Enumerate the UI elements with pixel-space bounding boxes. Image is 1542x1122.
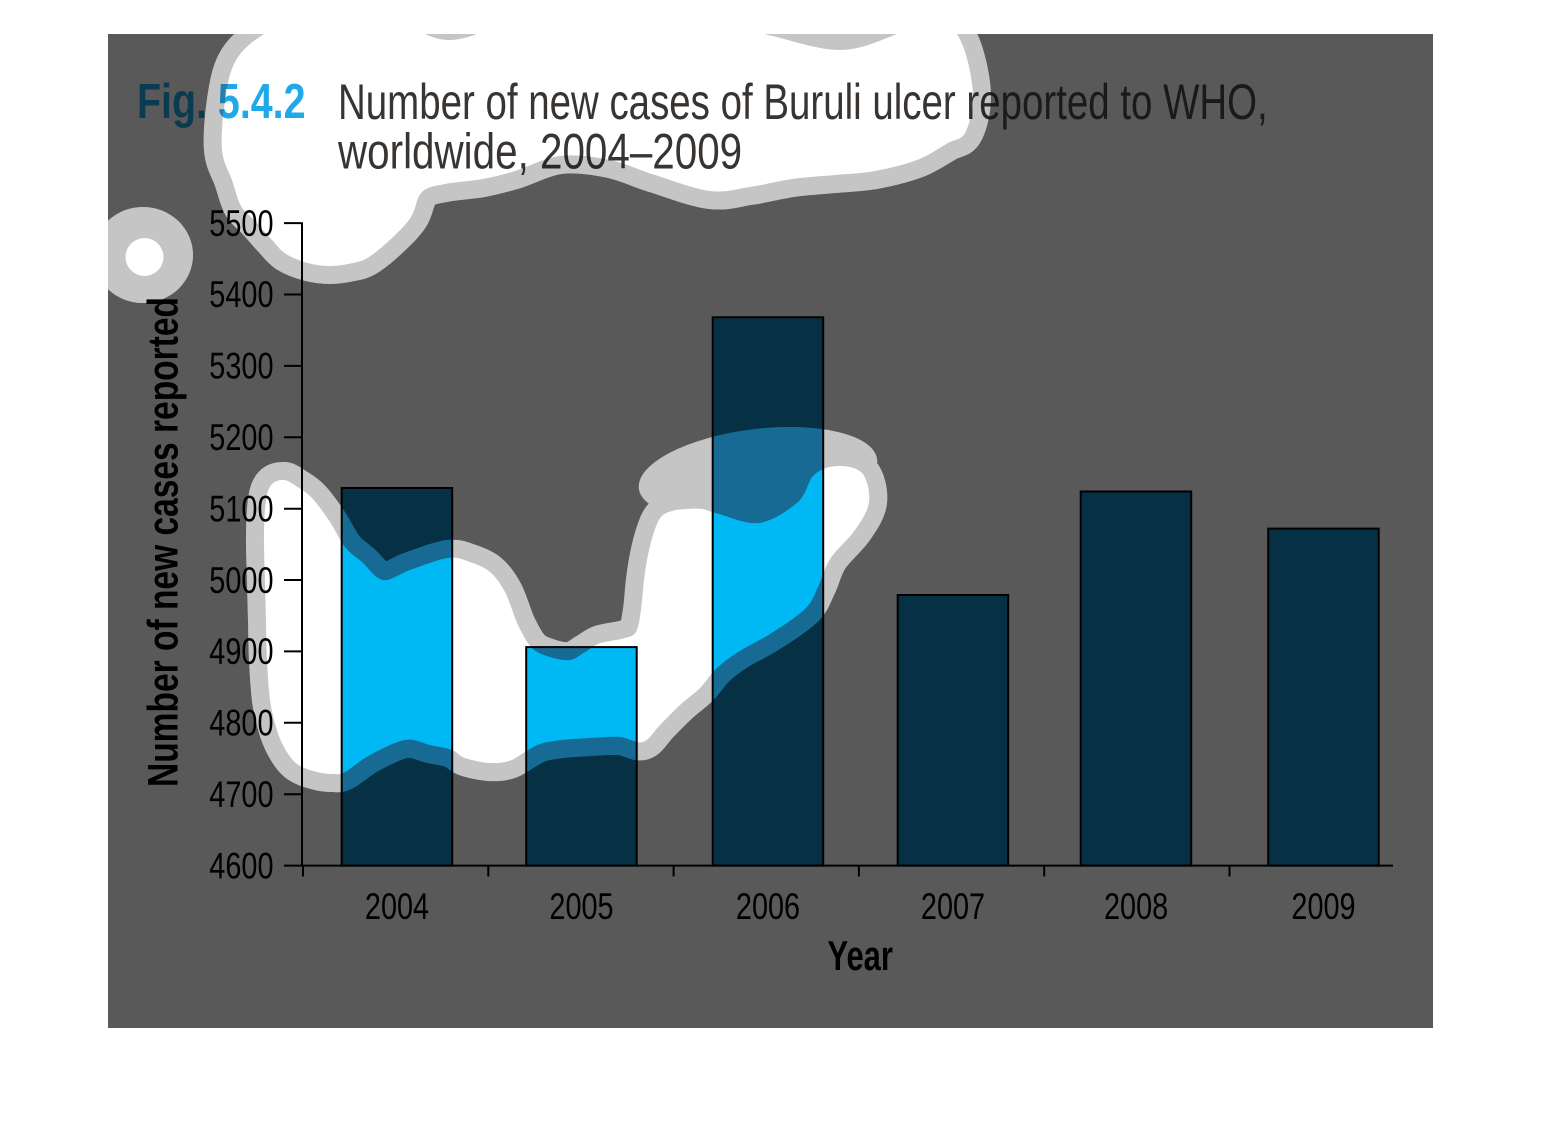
svg-text:Fig. 5.4.2: Fig. 5.4.2 [137,75,306,129]
svg-text:2005: 2005 [549,887,613,928]
svg-text:worldwide, 2004–2009: worldwide, 2004–2009 [337,123,742,179]
svg-text:4800: 4800 [209,703,273,744]
svg-text:4900: 4900 [209,632,273,673]
svg-text:5100: 5100 [209,489,273,530]
svg-text:Number of new cases reported: Number of new cases reported [140,297,188,787]
svg-text:5200: 5200 [209,418,273,459]
svg-text:5000: 5000 [209,560,273,601]
svg-text:4600: 4600 [209,846,273,887]
svg-text:5300: 5300 [209,346,273,387]
svg-text:4700: 4700 [209,775,273,816]
svg-text:2009: 2009 [1291,887,1355,928]
svg-text:2006: 2006 [736,887,800,928]
svg-text:2008: 2008 [1104,887,1168,928]
svg-text:5500: 5500 [209,203,273,244]
svg-text:2004: 2004 [365,887,429,928]
svg-text:5400: 5400 [209,275,273,316]
svg-text:Year: Year [828,933,893,979]
svg-text:Number of new cases of Buruli: Number of new cases of Buruli ulcer repo… [338,75,1268,130]
svg-text:2007: 2007 [921,887,985,928]
